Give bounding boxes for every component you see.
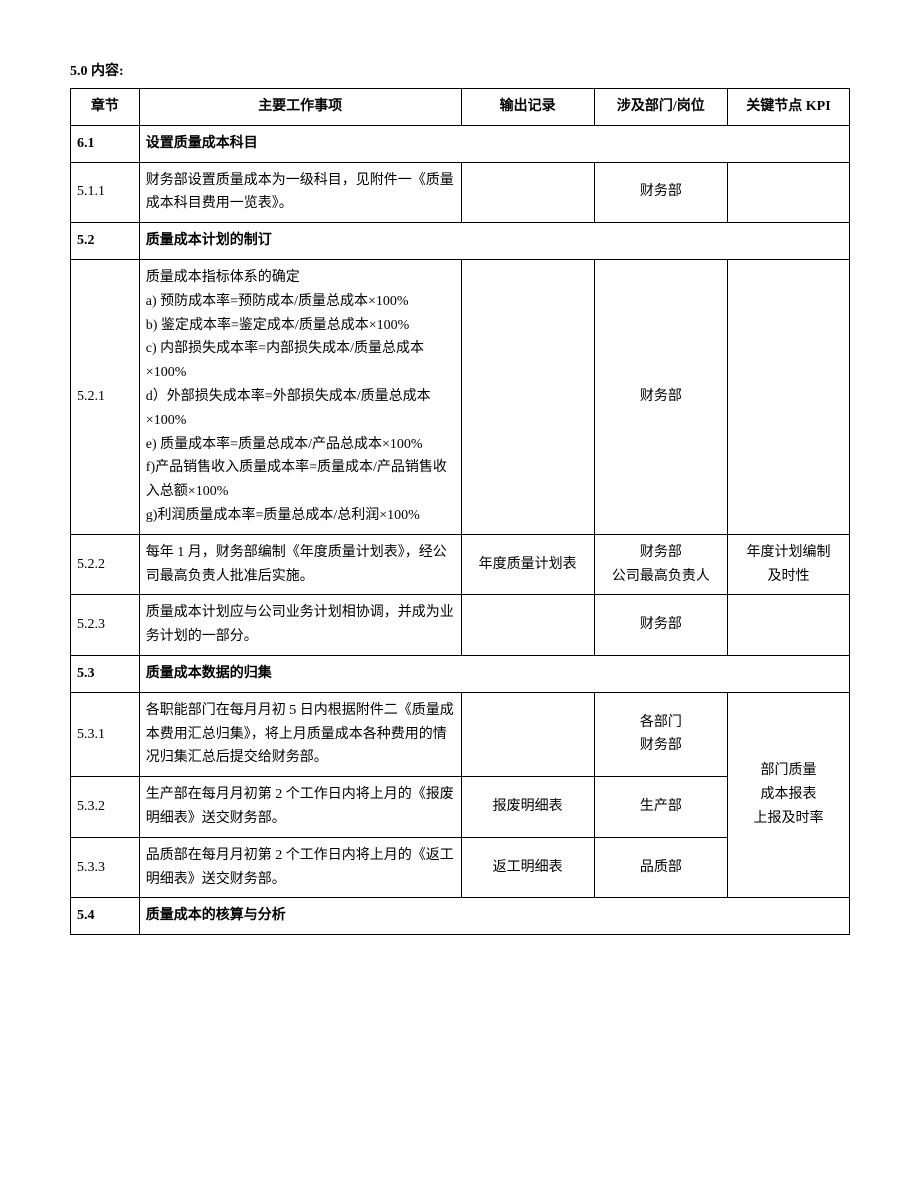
- cell-kpi: [727, 162, 849, 223]
- cell-output: [461, 595, 594, 656]
- cell-dept: 财务部: [594, 595, 727, 656]
- col-dept: 涉及部门/岗位: [594, 89, 727, 126]
- cell-dept: 财务部: [594, 162, 727, 223]
- cell-work: 每年 1 月，财务部编制《年度质量计划表》，经公司最高负责人批准后实施。: [139, 534, 461, 595]
- cell-work: 质量成本计划应与公司业务计划相协调，并成为业务计划的一部分。: [139, 595, 461, 656]
- cell-dept: 各部门 财务部: [594, 692, 727, 776]
- section-heading: 5.0 内容:: [70, 60, 850, 80]
- cell-output: 返工明细表: [461, 837, 594, 898]
- cell-work: 质量成本数据的归集: [139, 655, 849, 692]
- cell-dept: 财务部 公司最高负责人: [594, 534, 727, 595]
- cell-work: 质量成本的核算与分析: [139, 898, 849, 935]
- table-row: 5.3 质量成本数据的归集: [71, 655, 850, 692]
- cell-kpi: [727, 595, 849, 656]
- cell-work: 生产部在每月月初第 2 个工作日内将上月的《报废明细表》送交财务部。: [139, 777, 461, 838]
- cell-id: 6.1: [71, 125, 140, 162]
- cell-work: 品质部在每月月初第 2 个工作日内将上月的《返工明细表》送交财务部。: [139, 837, 461, 898]
- cell-dept: 财务部: [594, 259, 727, 534]
- cell-work: 设置质量成本科目: [139, 125, 849, 162]
- table-row: 5.2.2 每年 1 月，财务部编制《年度质量计划表》，经公司最高负责人批准后实…: [71, 534, 850, 595]
- col-chapter: 章节: [71, 89, 140, 126]
- cell-dept: 品质部: [594, 837, 727, 898]
- cell-work: 质量成本指标体系的确定 a) 预防成本率=预防成本/质量总成本×100% b) …: [139, 259, 461, 534]
- table-row: 5.1.1 财务部设置质量成本为一级科目，见附件一《质量成本科目费用一览表》。 …: [71, 162, 850, 223]
- cell-work: 财务部设置质量成本为一级科目，见附件一《质量成本科目费用一览表》。: [139, 162, 461, 223]
- table-row: 5.2.3 质量成本计划应与公司业务计划相协调，并成为业务计划的一部分。 财务部: [71, 595, 850, 656]
- table-row: 5.2 质量成本计划的制订: [71, 223, 850, 260]
- cell-output: 报废明细表: [461, 777, 594, 838]
- cell-work: 质量成本计划的制订: [139, 223, 849, 260]
- cell-output: [461, 162, 594, 223]
- cell-id: 5.2: [71, 223, 140, 260]
- col-kpi: 关键节点 KPI: [727, 89, 849, 126]
- cell-output: [461, 692, 594, 776]
- cell-kpi: [727, 259, 849, 534]
- cell-id: 5.3.2: [71, 777, 140, 838]
- cell-id: 5.2.1: [71, 259, 140, 534]
- table-row: 5.2.1 质量成本指标体系的确定 a) 预防成本率=预防成本/质量总成本×10…: [71, 259, 850, 534]
- cell-id: 5.4: [71, 898, 140, 935]
- cell-id: 5.2.2: [71, 534, 140, 595]
- cell-kpi: 年度计划编制 及时性: [727, 534, 849, 595]
- table-row: 5.4 质量成本的核算与分析: [71, 898, 850, 935]
- content-table: 章节 主要工作事项 输出记录 涉及部门/岗位 关键节点 KPI 6.1 设置质量…: [70, 88, 850, 935]
- cell-id: 5.3: [71, 655, 140, 692]
- cell-kpi: 部门质量 成本报表 上报及时率: [727, 692, 849, 898]
- cell-work: 各职能部门在每月月初 5 日内根据附件二《质量成本费用汇总归集》，将上月质量成本…: [139, 692, 461, 776]
- cell-output: 年度质量计划表: [461, 534, 594, 595]
- cell-id: 5.3.1: [71, 692, 140, 776]
- col-work: 主要工作事项: [139, 89, 461, 126]
- table-row: 6.1 设置质量成本科目: [71, 125, 850, 162]
- cell-id: 5.2.3: [71, 595, 140, 656]
- cell-id: 5.3.3: [71, 837, 140, 898]
- cell-output: [461, 259, 594, 534]
- table-header-row: 章节 主要工作事项 输出记录 涉及部门/岗位 关键节点 KPI: [71, 89, 850, 126]
- col-output: 输出记录: [461, 89, 594, 126]
- table-row: 5.3.1 各职能部门在每月月初 5 日内根据附件二《质量成本费用汇总归集》，将…: [71, 692, 850, 776]
- cell-id: 5.1.1: [71, 162, 140, 223]
- cell-dept: 生产部: [594, 777, 727, 838]
